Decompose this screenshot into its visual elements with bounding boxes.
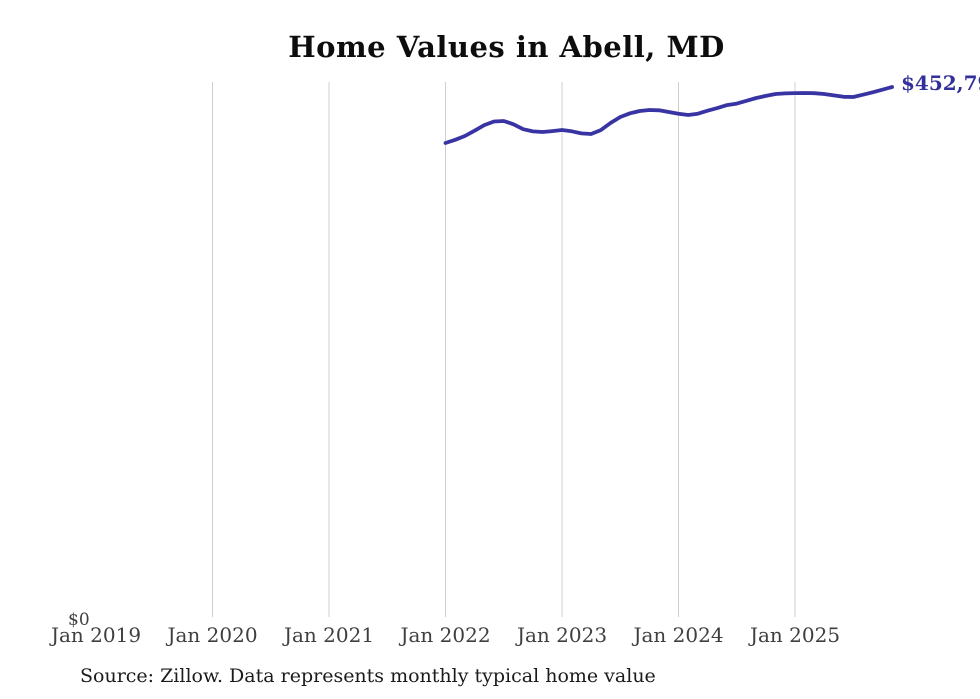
latest-value-label: $452,792: [901, 71, 980, 95]
gridlines-group: [212, 82, 796, 617]
x-tick-label: Jan 2023: [516, 623, 608, 647]
x-tick-label: Jan 2022: [400, 623, 491, 647]
source-note: Source: Zillow. Data represents monthly …: [80, 665, 656, 687]
x-tick-label: Jan 2020: [167, 623, 258, 647]
chart-title: Home Values in Abell, MD: [288, 30, 725, 64]
x-tick-label: Jan 2019: [50, 623, 142, 647]
x-tick-label: Jan 2021: [283, 623, 375, 647]
x-tick-label: Jan 2025: [749, 623, 841, 647]
x-tick-label: Jan 2024: [633, 623, 724, 647]
home-value-line: [443, 85, 894, 145]
y-axis-zero-label: $0: [68, 610, 90, 630]
